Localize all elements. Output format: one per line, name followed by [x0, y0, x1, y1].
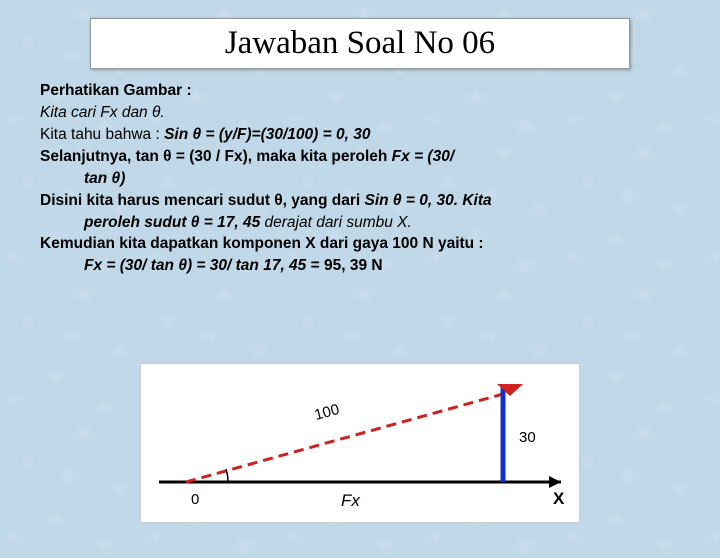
- svg-text:100: 100: [313, 401, 342, 424]
- line-7a: Fx = (30/ tan θ) = 30/ tan 17, 45: [84, 257, 306, 274]
- line-2-suffix: .: [160, 104, 164, 121]
- svg-text:30: 30: [519, 429, 536, 446]
- line-6: Kemudian kita dapatkan komponen X dari g…: [40, 234, 688, 255]
- line-2: Kita cari Fx dan θ.: [40, 103, 688, 124]
- svg-text:0: 0: [191, 491, 199, 508]
- diagram-svg: 100 30 X 0 Fx: [141, 364, 581, 524]
- line-1: Perhatikan Gambar :: [40, 81, 688, 102]
- line-3: Kita tahu bahwa : Sin θ = (y/F)=(30/100)…: [40, 125, 688, 146]
- line-2-prefix: Kita cari Fx dan: [40, 104, 152, 121]
- line-5-cont: peroleh sudut θ = 17, 45 derajat dari su…: [40, 213, 688, 234]
- line-4-cont: tan θ): [40, 169, 688, 190]
- line-5: Disini kita harus mencari sudut θ, yang …: [40, 191, 688, 212]
- line-4b: tan θ = (30 / Fx), maka kita peroleh: [131, 148, 391, 165]
- line-5c: Kita: [462, 192, 491, 209]
- line-5b: Sin θ = 0, 30.: [365, 192, 463, 209]
- explanation-block: Perhatikan Gambar : Kita cari Fx dan θ. …: [40, 81, 688, 277]
- svg-text:X: X: [553, 489, 565, 508]
- line-4c: Fx = (30/: [392, 148, 454, 165]
- page-title: Jawaban Soal No 06: [225, 25, 495, 61]
- line-3b: Sin θ = (y/F)=(30/100) = 0, 30: [164, 126, 370, 143]
- svg-text:Fx: Fx: [341, 491, 360, 510]
- title-box: Jawaban Soal No 06: [90, 18, 630, 69]
- line-4: Selanjutnya, tan θ = (30 / Fx), maka kit…: [40, 147, 688, 168]
- line-7: Fx = (30/ tan θ) = 30/ tan 17, 45 = 95, …: [40, 256, 688, 277]
- vector-diagram: 100 30 X 0 Fx: [140, 363, 580, 523]
- line-3a: Kita tahu bahwa :: [40, 126, 164, 143]
- line-7b: = 95, 39 N: [306, 257, 382, 274]
- line-5b-a: peroleh sudut θ = 17, 45: [84, 214, 260, 231]
- line-5a: Disini kita harus mencari sudut θ, yang …: [40, 192, 365, 209]
- line-4a: Selanjutnya,: [40, 148, 131, 165]
- line-5b-b: derajat dari sumbu X.: [260, 214, 412, 231]
